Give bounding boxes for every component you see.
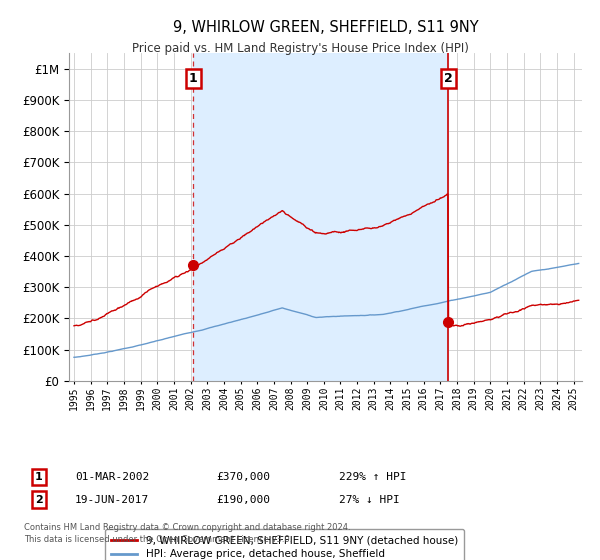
Title: 9, WHIRLOW GREEN, SHEFFIELD, S11 9NY: 9, WHIRLOW GREEN, SHEFFIELD, S11 9NY	[173, 20, 478, 35]
Legend: 9, WHIRLOW GREEN, SHEFFIELD, S11 9NY (detached house), HPI: Average price, detac: 9, WHIRLOW GREEN, SHEFFIELD, S11 9NY (de…	[105, 529, 464, 560]
Text: 2: 2	[35, 494, 43, 505]
Text: £190,000: £190,000	[216, 494, 270, 505]
Text: 27% ↓ HPI: 27% ↓ HPI	[339, 494, 400, 505]
Text: This data is licensed under the Open Government Licence v3.0.: This data is licensed under the Open Gov…	[24, 535, 292, 544]
Text: 229% ↑ HPI: 229% ↑ HPI	[339, 472, 407, 482]
Text: 1: 1	[35, 472, 43, 482]
Text: 2: 2	[444, 72, 452, 85]
Text: 01-MAR-2002: 01-MAR-2002	[75, 472, 149, 482]
Bar	[193, 53, 448, 381]
Text: Contains HM Land Registry data © Crown copyright and database right 2024.: Contains HM Land Registry data © Crown c…	[24, 523, 350, 532]
Text: 1: 1	[189, 72, 198, 85]
Text: £370,000: £370,000	[216, 472, 270, 482]
Text: Price paid vs. HM Land Registry's House Price Index (HPI): Price paid vs. HM Land Registry's House …	[131, 42, 469, 55]
Text: 19-JUN-2017: 19-JUN-2017	[75, 494, 149, 505]
